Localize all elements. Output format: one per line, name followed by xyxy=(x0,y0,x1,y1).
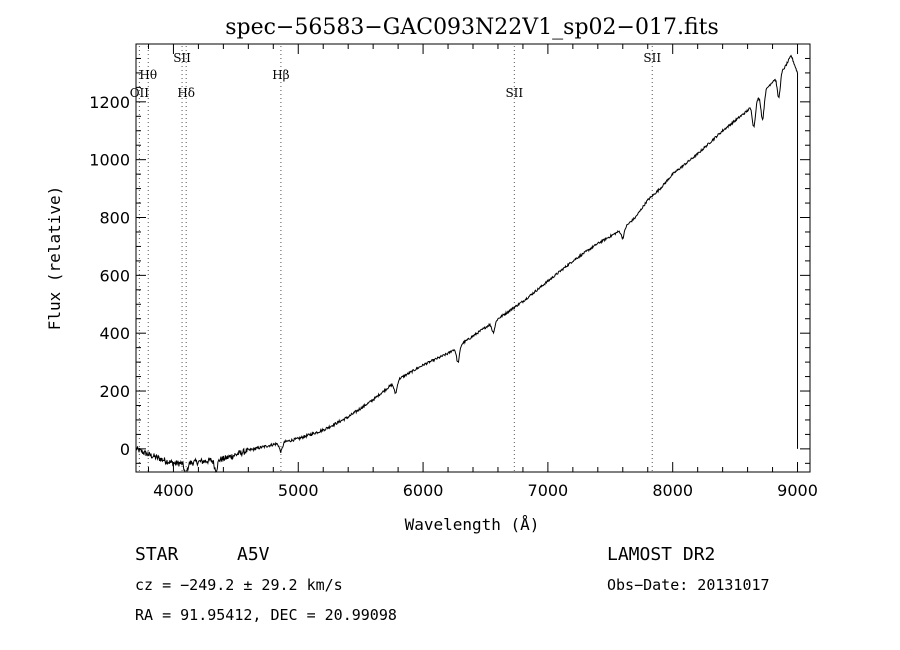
y-tick-label: 600 xyxy=(99,266,130,285)
y-tick-label: 1200 xyxy=(89,93,130,112)
y-tick-label: 800 xyxy=(99,209,130,228)
object-class: STAR xyxy=(135,544,179,565)
line-marker-label: Hβ xyxy=(272,68,289,82)
line-marker-label: SII xyxy=(643,51,661,65)
x-tick-label: 8000 xyxy=(652,481,693,500)
coordinates-readout: RA = 91.95412, DEC = 20.99098 xyxy=(135,606,397,624)
x-tick-label: 4000 xyxy=(153,481,194,500)
line-marker-label: Hδ xyxy=(177,86,195,100)
y-tick-label: 200 xyxy=(99,382,130,401)
line-marker-label: SII xyxy=(173,51,191,65)
x-tick-label: 7000 xyxy=(528,481,569,500)
line-marker-label: SII xyxy=(505,86,523,100)
redshift-readout: cz = −249.2 ± 29.2 km/s xyxy=(135,576,343,594)
line-marker-label: Hθ xyxy=(139,68,157,82)
y-tick-label: 1000 xyxy=(89,151,130,170)
y-tick-label: 400 xyxy=(99,324,130,343)
plot-frame xyxy=(135,43,811,473)
x-tick-label: 9000 xyxy=(777,481,818,500)
y-tick-label: 0 xyxy=(120,440,130,459)
y-axis-label: Flux (relative) xyxy=(45,186,64,331)
object-subclass: A5V xyxy=(237,544,270,565)
x-tick-label: 6000 xyxy=(403,481,444,500)
chart-title: spec−56583−GAC093N22V1_sp02−017.fits xyxy=(225,15,719,40)
survey-name: LAMOST DR2 xyxy=(607,544,715,565)
obs-date: Obs−Date: 20131017 xyxy=(607,576,770,594)
line-marker-label: OII xyxy=(130,86,150,100)
line-markers: OII Hθ SII Hδ Hβ SII SII xyxy=(130,46,661,472)
spectrum-series-line xyxy=(135,54,798,473)
axis-ticks: 4000 5000 6000 7000 8000 9000 0 200 400 600 800 100… xyxy=(89,43,818,500)
x-tick-label: 5000 xyxy=(278,481,319,500)
x-axis-label: Wavelength (Å) xyxy=(405,515,540,534)
